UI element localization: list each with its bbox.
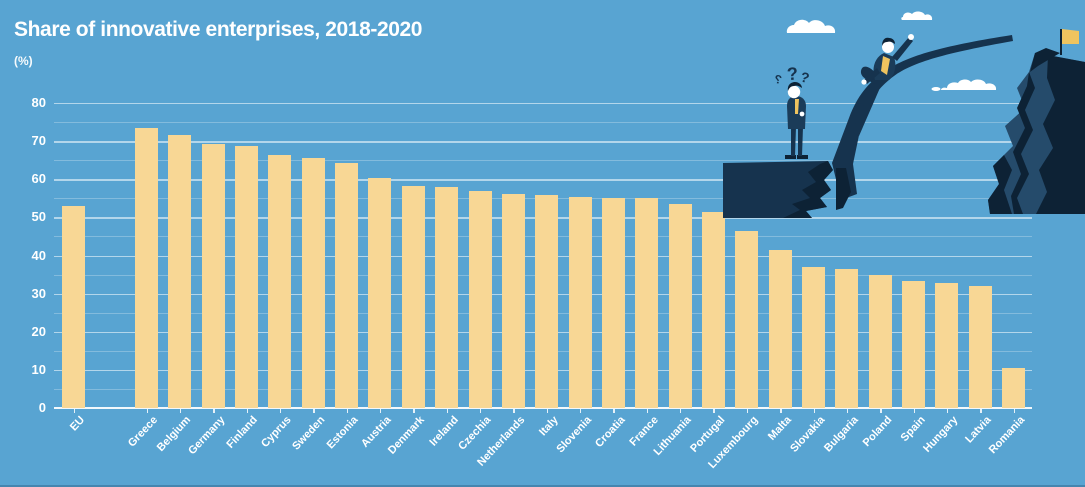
bar-czechia (468, 191, 492, 408)
x-axis-label: Croatia (592, 414, 628, 450)
x-axis-tick (313, 409, 315, 413)
x-axis-tick (580, 409, 582, 413)
bar-luxembourg (735, 231, 759, 408)
bar-romania (1002, 367, 1026, 408)
gridline-major (54, 179, 1032, 181)
x-axis-label: Cyprus (259, 414, 294, 450)
x-axis-label: Bulgaria (821, 414, 861, 455)
x-axis-tick (813, 409, 815, 413)
x-axis-tick (946, 409, 949, 413)
bar-greece (135, 128, 158, 408)
bar-slovakia (802, 267, 825, 408)
x-axis-tick (746, 409, 749, 413)
x-axis-tick (73, 409, 75, 413)
x-axis-tick (379, 409, 382, 413)
y-axis-label: 40 (31, 247, 46, 263)
x-axis-tick (346, 409, 348, 413)
x-axis-tick (713, 409, 715, 413)
x-axis-label: Slovenia (554, 414, 594, 456)
bar-sweden (301, 157, 325, 408)
y-axis-label: 20 (31, 323, 46, 339)
bar-bulgaria (835, 269, 859, 408)
bar-france (635, 198, 659, 408)
x-axis-label: Romania (986, 414, 1028, 457)
bar-netherlands (501, 194, 525, 408)
x-axis-label: Italy (536, 414, 561, 439)
bar-finland (235, 145, 259, 408)
y-axis-label: 60 (31, 171, 46, 187)
bottom-edge (0, 485, 1085, 487)
x-axis-tick (846, 409, 849, 413)
bar-ireland (435, 186, 459, 408)
x-axis-label: Finland (224, 414, 261, 451)
y-axis-label: 50 (31, 209, 46, 225)
bar-portugal (701, 212, 725, 408)
x-axis-tick (980, 409, 982, 413)
x-axis-label: Hungary (921, 414, 961, 455)
x-axis-tick (179, 409, 182, 413)
x-axis-label: Sweden (289, 414, 328, 453)
bar-lithuania (668, 204, 692, 408)
y-axis-label: 30 (31, 285, 46, 301)
y-axis-label: 70 (31, 133, 46, 149)
bar-croatia (601, 197, 625, 408)
x-axis-tick (446, 409, 449, 413)
x-axis-tick (1013, 409, 1015, 413)
unit-label: (%) (14, 54, 33, 68)
x-axis-tick (480, 409, 482, 413)
x-axis-tick (413, 409, 415, 413)
x-axis-label: Slovakia (788, 414, 828, 455)
x-axis-tick (146, 409, 148, 413)
x-axis-tick (646, 409, 649, 413)
x-axis-label: Malta (765, 414, 794, 443)
gridline-minor (54, 160, 1032, 162)
y-axis-label: 10 (31, 361, 46, 377)
bar-spain (902, 280, 926, 408)
x-axis-tick (546, 409, 549, 413)
y-axis-label: 80 (31, 95, 46, 110)
x-axis-tick (680, 409, 682, 413)
gridline-major (54, 103, 1032, 105)
x-axis-tick (880, 409, 882, 413)
bar-eu (62, 205, 85, 408)
bar-denmark (401, 185, 425, 408)
x-axis-tick (913, 409, 915, 413)
x-axis-label: France (627, 414, 661, 449)
bar-hungary (935, 282, 959, 408)
bar-poland (868, 274, 892, 408)
x-axis-tick (613, 409, 615, 413)
x-axis-tick (780, 409, 782, 413)
bar-italy (535, 194, 559, 408)
gridline-major (54, 141, 1032, 143)
x-axis-label: Poland (860, 414, 894, 450)
bar-cyprus (268, 155, 292, 408)
x-axis-label: Estonia (324, 414, 361, 452)
chart-title: Share of innovative enterprises, 2018-20… (14, 18, 423, 41)
bar-germany (201, 144, 225, 408)
y-axis-label: 0 (38, 400, 46, 415)
x-axis-tick (213, 409, 215, 413)
bar-estonia (335, 163, 359, 408)
x-axis-label: Latvia (963, 414, 995, 446)
x-axis-label: Spain (898, 414, 928, 445)
bar-slovenia (568, 197, 592, 408)
bar-latvia (968, 285, 992, 408)
bar-austria (368, 178, 392, 408)
x-axis-line (54, 407, 1032, 409)
x-axis-tick (246, 409, 248, 413)
x-axis-tick (513, 409, 515, 413)
x-axis-label: EU (68, 414, 88, 434)
gridline-minor (54, 122, 1032, 124)
bar-belgium (168, 135, 192, 408)
bar-malta (768, 250, 792, 408)
x-axis-tick (279, 409, 282, 413)
